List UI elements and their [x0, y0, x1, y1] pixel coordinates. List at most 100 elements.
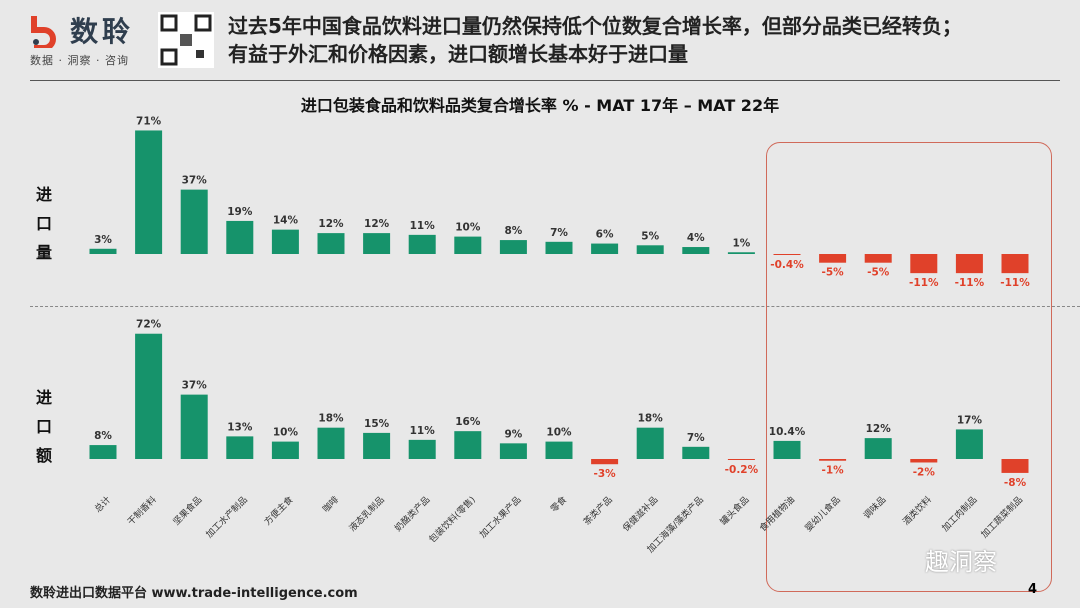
bar [864, 438, 892, 459]
header-divider [30, 80, 1060, 81]
data-label: 37% [182, 380, 208, 392]
bar [180, 394, 208, 459]
data-label: 18% [318, 413, 344, 425]
bar [727, 459, 755, 460]
category-label: 茶类产品 [581, 494, 615, 528]
data-label: 10.4% [769, 426, 806, 438]
bar [545, 241, 573, 254]
category-label: 加工水产制品 [203, 494, 250, 541]
category-label: 加工蔬菜制品 [978, 494, 1025, 541]
bar [408, 439, 436, 459]
bar [773, 254, 801, 255]
category-label: 保健滋补品 [620, 494, 660, 534]
bar [454, 236, 482, 254]
bar [271, 229, 299, 254]
data-label: 12% [866, 423, 892, 435]
brand-name: 数聆 [70, 15, 135, 48]
footer-text: 数聆进出口数据平台 www.trade-intelligence.com [30, 586, 358, 601]
qr-code-icon [158, 12, 214, 68]
category-label: 加工水果产品 [477, 494, 524, 541]
category-label: 食用植物油 [757, 494, 797, 534]
data-label: 12% [318, 218, 344, 230]
bar [727, 252, 755, 254]
data-label: 14% [273, 215, 299, 227]
section-divider [30, 306, 1080, 307]
bar [317, 427, 345, 459]
bar [499, 240, 527, 254]
bar [135, 333, 163, 459]
bar [271, 441, 299, 459]
category-label: 液态乳制品 [346, 494, 386, 534]
data-label: 16% [455, 416, 481, 428]
bar [910, 459, 938, 463]
slide-title: 过去5年中国食品饮料进口量仍然保持低个位数复合增长率，但部分品类已经转负； 有益于… [228, 14, 962, 66]
bar [819, 459, 847, 461]
data-label: 10% [455, 222, 481, 234]
data-label: 18% [638, 413, 664, 425]
category-label: 方便主食 [262, 494, 296, 528]
data-label: -11% [1000, 277, 1030, 289]
data-label: 19% [227, 206, 253, 218]
bar [682, 446, 710, 459]
bar [591, 459, 619, 465]
data-label: 71% [136, 115, 162, 127]
data-label: -0.4% [770, 259, 804, 271]
data-label: 1% [732, 237, 750, 249]
bar [636, 427, 664, 459]
category-label: 酒类饮料 [900, 494, 934, 528]
bar [363, 432, 391, 459]
category-label: 包装饮料(零售) [426, 494, 478, 546]
data-label: 8% [94, 430, 112, 442]
bar [408, 234, 436, 254]
data-label: 6% [596, 229, 614, 241]
wechat-watermark: 趣洞察 [925, 548, 997, 576]
data-label: 3% [94, 234, 112, 246]
bar [636, 245, 664, 254]
data-label: 9% [504, 428, 522, 440]
brand-logo-icon [31, 16, 56, 48]
category-label: 零食 [548, 494, 569, 515]
data-label: 5% [641, 230, 659, 242]
category-label: 婴幼儿食品 [802, 494, 842, 534]
series-label-volume: 进口量 [36, 185, 53, 262]
series-label-value: 进口额 [36, 388, 53, 465]
bar [363, 233, 391, 254]
data-label: -5% [822, 267, 845, 279]
category-label: 罐头食品 [718, 494, 752, 528]
bar [317, 233, 345, 254]
bar [180, 189, 208, 254]
data-label: 13% [227, 421, 253, 433]
bar [1001, 459, 1029, 473]
data-label: -0.2% [725, 464, 759, 476]
bar [545, 441, 573, 459]
bar [819, 254, 847, 263]
bar [955, 429, 983, 459]
data-label: -2% [913, 466, 936, 478]
data-label: 10% [546, 427, 572, 439]
bar [864, 254, 892, 263]
bar [499, 443, 527, 459]
data-label: 12% [364, 218, 390, 230]
highlight-box [766, 142, 1052, 592]
data-label: 8% [504, 225, 522, 237]
category-label: 咖啡 [320, 494, 341, 515]
category-label: 加工肉制品 [939, 494, 979, 534]
bar [226, 220, 254, 254]
data-label: 10% [273, 427, 299, 439]
chart-title: 进口包装食品和饮料品类复合增长率 % - MAT 17年 – MAT 22年 [300, 96, 780, 115]
data-label: 7% [550, 227, 568, 239]
data-label: 4% [687, 232, 705, 244]
brand-tagline: 数据 · 洞察 · 咨询 [30, 54, 129, 67]
bar [89, 445, 117, 459]
bar [226, 436, 254, 459]
data-label: 11% [410, 220, 436, 232]
data-label: -1% [822, 465, 845, 477]
data-label: -8% [1004, 477, 1027, 489]
data-label: 7% [687, 432, 705, 444]
bar [773, 440, 801, 459]
data-label: 37% [182, 175, 208, 187]
data-label: 15% [364, 418, 390, 430]
bar [89, 248, 117, 254]
data-label: 11% [410, 425, 436, 437]
